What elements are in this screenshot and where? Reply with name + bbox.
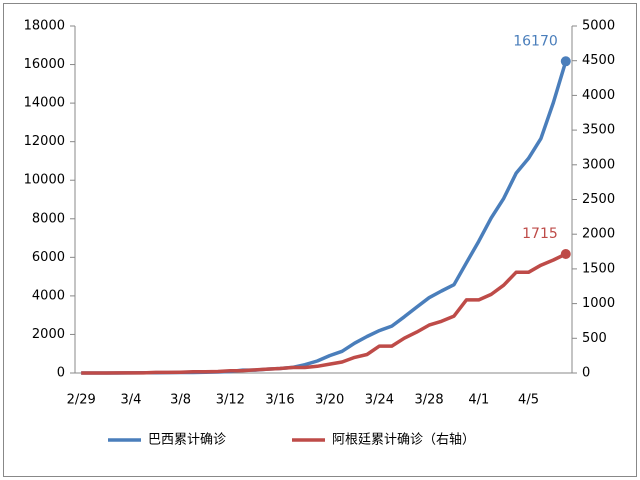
y-tick-label: 8000 bbox=[32, 211, 65, 226]
x-tick-label: 3/20 bbox=[315, 393, 344, 408]
end-marker bbox=[560, 248, 571, 259]
end-marker bbox=[560, 56, 571, 67]
legend-label: 阿根廷累计确诊（右轴） bbox=[332, 433, 475, 448]
y-tick-label: 10000 bbox=[24, 173, 65, 188]
x-tick-label: 3/28 bbox=[415, 393, 444, 408]
y-tick-label: 2000 bbox=[32, 327, 65, 342]
y2-tick-label: 3500 bbox=[582, 123, 615, 138]
data-label: 16170 bbox=[513, 33, 558, 49]
data-label: 1715 bbox=[522, 226, 558, 242]
y2-tick-label: 4500 bbox=[582, 53, 615, 68]
y-tick-label: 18000 bbox=[24, 19, 65, 34]
legend-label: 巴西累计确诊 bbox=[148, 433, 226, 448]
y2-tick-label: 5000 bbox=[582, 19, 615, 34]
y-tick-label: 6000 bbox=[32, 250, 65, 265]
x-tick-label: 3/16 bbox=[265, 393, 294, 408]
x-tick-label: 3/12 bbox=[216, 393, 245, 408]
x-tick-label: 2/29 bbox=[67, 393, 96, 408]
y-tick-label: 16000 bbox=[24, 57, 65, 72]
y-tick-label: 0 bbox=[57, 366, 65, 381]
y2-tick-label: 3000 bbox=[582, 157, 615, 172]
frame bbox=[3, 3, 637, 477]
x-tick-label: 4/1 bbox=[468, 393, 489, 408]
y-tick-label: 14000 bbox=[24, 96, 65, 111]
y2-tick-label: 4000 bbox=[582, 88, 615, 103]
series-line bbox=[81, 252, 567, 375]
y2-tick-label: 0 bbox=[582, 366, 590, 381]
y-tick-label: 12000 bbox=[24, 134, 65, 149]
x-tick-label: 3/8 bbox=[170, 393, 191, 408]
y2-tick-label: 2500 bbox=[582, 192, 615, 207]
x-tick-label: 3/24 bbox=[365, 393, 394, 408]
y2-tick-label: 1500 bbox=[582, 261, 615, 276]
y-tick-label: 4000 bbox=[32, 288, 65, 303]
y2-tick-label: 2000 bbox=[582, 227, 615, 242]
x-tick-label: 4/5 bbox=[518, 393, 539, 408]
y2-tick-label: 500 bbox=[582, 331, 607, 346]
x-tick-label: 3/4 bbox=[120, 393, 141, 408]
y2-tick-label: 1000 bbox=[582, 296, 615, 311]
